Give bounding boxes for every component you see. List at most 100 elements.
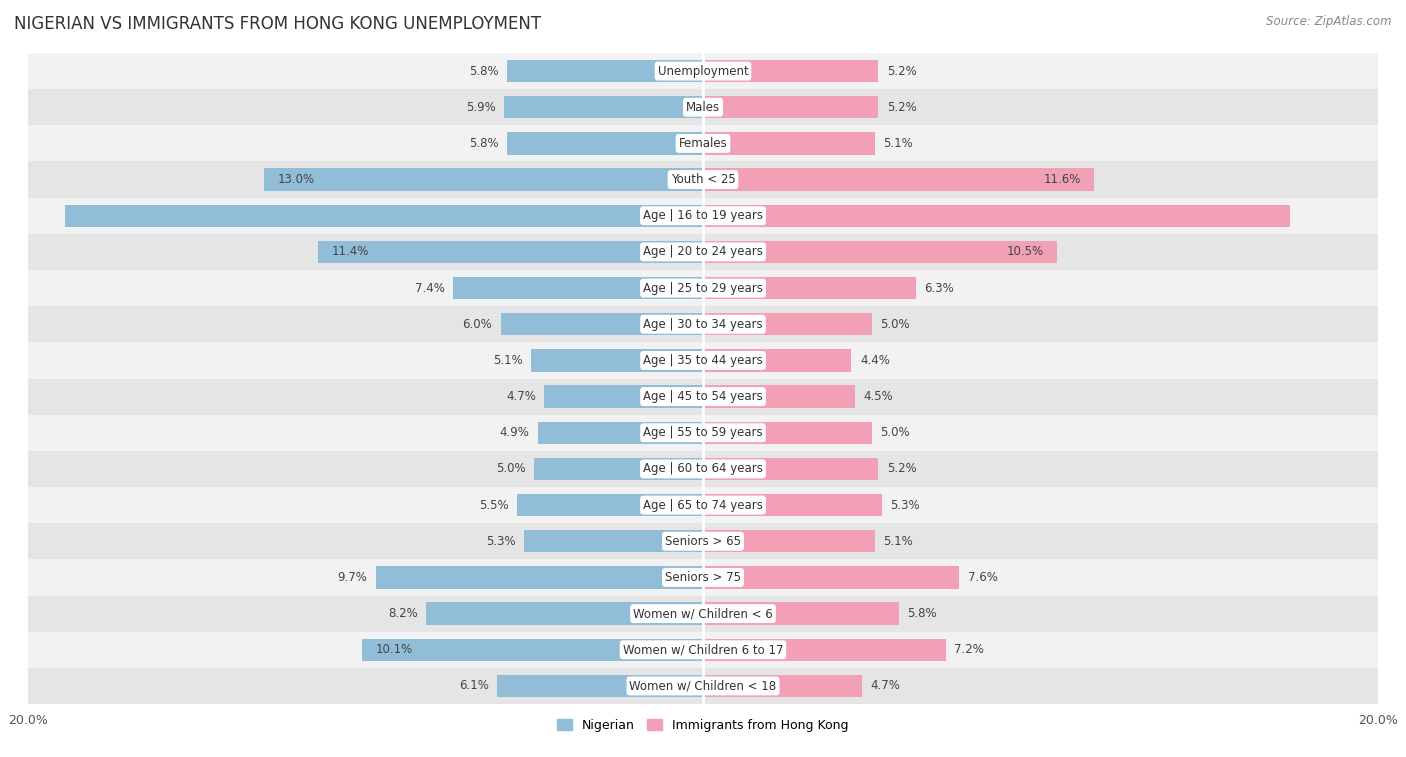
Bar <box>28 378 1378 415</box>
Bar <box>28 89 1378 126</box>
Text: 5.0%: 5.0% <box>880 426 910 439</box>
Bar <box>508 132 703 154</box>
Bar <box>28 161 1378 198</box>
Text: Males: Males <box>686 101 720 114</box>
Text: Youth < 25: Youth < 25 <box>671 173 735 186</box>
Text: Age | 60 to 64 years: Age | 60 to 64 years <box>643 463 763 475</box>
Text: 4.7%: 4.7% <box>870 680 900 693</box>
Text: Seniors > 65: Seniors > 65 <box>665 534 741 548</box>
Bar <box>28 415 1378 451</box>
Bar <box>703 674 862 697</box>
Text: Age | 35 to 44 years: Age | 35 to 44 years <box>643 354 763 367</box>
Bar <box>703 349 852 372</box>
Text: 5.8%: 5.8% <box>470 64 499 77</box>
Bar <box>524 530 703 553</box>
Text: 6.3%: 6.3% <box>924 282 953 294</box>
Text: Age | 65 to 74 years: Age | 65 to 74 years <box>643 499 763 512</box>
Bar <box>28 234 1378 270</box>
Bar <box>65 204 703 227</box>
Text: Seniors > 75: Seniors > 75 <box>665 571 741 584</box>
Text: 5.2%: 5.2% <box>887 64 917 77</box>
Bar <box>703 96 879 118</box>
Bar <box>537 422 703 444</box>
Text: 5.8%: 5.8% <box>470 137 499 150</box>
Bar <box>703 458 879 480</box>
Bar <box>28 596 1378 631</box>
Text: 5.1%: 5.1% <box>883 534 914 548</box>
Text: 17.4%: 17.4% <box>713 209 754 223</box>
Text: Age | 45 to 54 years: Age | 45 to 54 years <box>643 390 763 403</box>
Bar <box>264 168 703 191</box>
Text: Women w/ Children 6 to 17: Women w/ Children 6 to 17 <box>623 643 783 656</box>
Bar <box>28 523 1378 559</box>
Bar <box>28 270 1378 306</box>
Text: Age | 55 to 59 years: Age | 55 to 59 years <box>643 426 763 439</box>
Bar <box>28 487 1378 523</box>
Bar <box>534 458 703 480</box>
Text: 10.5%: 10.5% <box>1007 245 1043 258</box>
Text: 9.7%: 9.7% <box>337 571 367 584</box>
Text: 5.8%: 5.8% <box>907 607 936 620</box>
Text: 6.1%: 6.1% <box>458 680 489 693</box>
Text: 11.4%: 11.4% <box>332 245 370 258</box>
Bar <box>28 306 1378 342</box>
Bar <box>28 53 1378 89</box>
Bar <box>703 494 882 516</box>
Bar <box>28 668 1378 704</box>
Text: 7.2%: 7.2% <box>955 643 984 656</box>
Text: 5.2%: 5.2% <box>887 463 917 475</box>
Text: Age | 20 to 24 years: Age | 20 to 24 years <box>643 245 763 258</box>
Bar <box>703 277 915 299</box>
Text: 18.9%: 18.9% <box>652 209 693 223</box>
Text: 5.3%: 5.3% <box>486 534 516 548</box>
Bar <box>703 566 959 589</box>
Bar <box>498 674 703 697</box>
Bar <box>501 313 703 335</box>
Bar <box>703 422 872 444</box>
Text: Source: ZipAtlas.com: Source: ZipAtlas.com <box>1267 15 1392 28</box>
Text: 4.9%: 4.9% <box>499 426 529 439</box>
Bar <box>375 566 703 589</box>
Bar <box>453 277 703 299</box>
Text: 5.5%: 5.5% <box>479 499 509 512</box>
Bar <box>508 60 703 83</box>
Bar <box>703 132 875 154</box>
Text: 4.7%: 4.7% <box>506 390 536 403</box>
Text: 13.0%: 13.0% <box>278 173 315 186</box>
Text: 7.6%: 7.6% <box>967 571 998 584</box>
Text: 4.5%: 4.5% <box>863 390 893 403</box>
Text: 6.0%: 6.0% <box>463 318 492 331</box>
Bar <box>517 494 703 516</box>
Text: 10.1%: 10.1% <box>375 643 413 656</box>
Text: Women w/ Children < 6: Women w/ Children < 6 <box>633 607 773 620</box>
Text: 5.9%: 5.9% <box>465 101 495 114</box>
Text: Age | 30 to 34 years: Age | 30 to 34 years <box>643 318 763 331</box>
Bar <box>28 126 1378 161</box>
Bar <box>703 168 1094 191</box>
Bar <box>28 559 1378 596</box>
Text: 5.3%: 5.3% <box>890 499 920 512</box>
Bar <box>703 530 875 553</box>
Text: Women w/ Children < 18: Women w/ Children < 18 <box>630 680 776 693</box>
Bar <box>703 241 1057 263</box>
Text: Age | 25 to 29 years: Age | 25 to 29 years <box>643 282 763 294</box>
Bar <box>703 313 872 335</box>
Text: 7.4%: 7.4% <box>415 282 444 294</box>
Bar <box>318 241 703 263</box>
Bar <box>28 451 1378 487</box>
Text: Unemployment: Unemployment <box>658 64 748 77</box>
Bar <box>703 60 879 83</box>
Bar <box>28 342 1378 378</box>
Bar <box>703 639 946 661</box>
Bar <box>703 603 898 625</box>
Text: 5.0%: 5.0% <box>496 463 526 475</box>
Bar <box>363 639 703 661</box>
Text: 8.2%: 8.2% <box>388 607 418 620</box>
Text: 5.0%: 5.0% <box>880 318 910 331</box>
Text: 11.6%: 11.6% <box>1043 173 1081 186</box>
Text: NIGERIAN VS IMMIGRANTS FROM HONG KONG UNEMPLOYMENT: NIGERIAN VS IMMIGRANTS FROM HONG KONG UN… <box>14 15 541 33</box>
Text: 5.2%: 5.2% <box>887 101 917 114</box>
Legend: Nigerian, Immigrants from Hong Kong: Nigerian, Immigrants from Hong Kong <box>553 714 853 737</box>
Bar <box>703 385 855 408</box>
Bar <box>531 349 703 372</box>
